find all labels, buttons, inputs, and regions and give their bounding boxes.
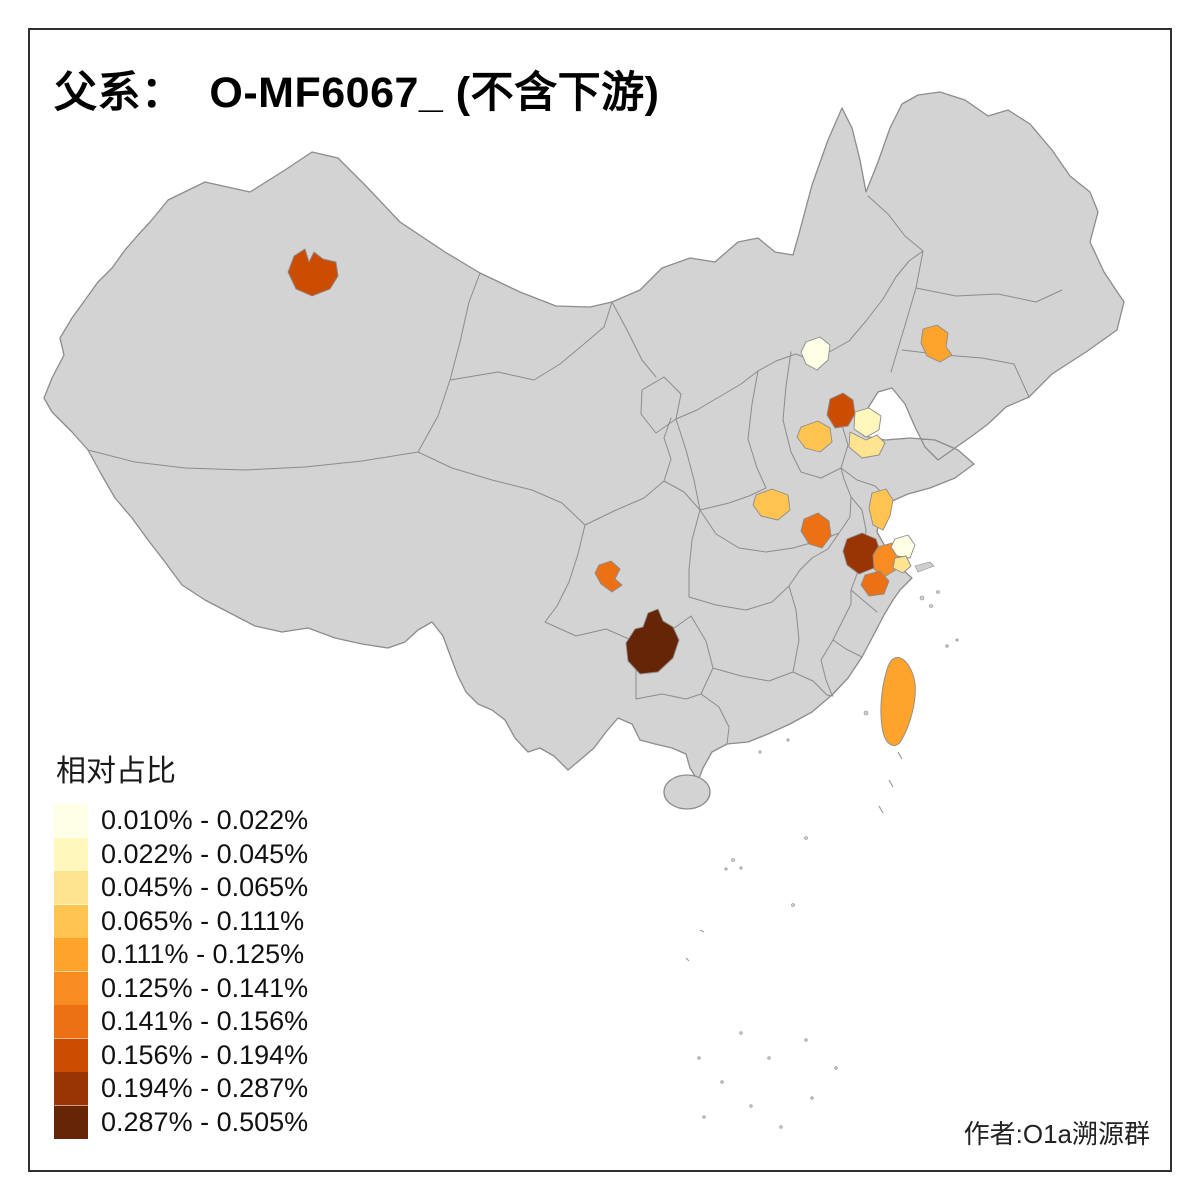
- legend-row: 0.194% - 0.287%: [54, 1072, 308, 1106]
- legend-swatch-color: [54, 1038, 88, 1072]
- legend-swatch-color: [54, 1005, 88, 1039]
- chongming-island: [914, 561, 935, 573]
- author-credit: 作者:O1a溯源群: [963, 1119, 1150, 1149]
- legend-swatch: [54, 871, 88, 905]
- offshore-islets: [685, 590, 959, 1129]
- legend-swatch: [54, 1005, 88, 1039]
- legend-label: 0.156% - 0.194%: [101, 1039, 309, 1070]
- legend-label: 0.022% - 0.045%: [101, 838, 309, 869]
- region-shanghai-yellow: [892, 555, 912, 574]
- legend: 相对占比 0.010% - 0.022% 0.022% - 0.045% 0.0…: [54, 746, 308, 1139]
- region-central-shandong: [826, 392, 856, 429]
- region-taiwan: [880, 657, 916, 746]
- legend-label: 0.045% - 0.065%: [101, 872, 309, 903]
- legend-swatch-color: [54, 938, 88, 972]
- sea-dash-marks: [685, 751, 903, 962]
- legend-label: 0.065% - 0.111%: [101, 905, 305, 936]
- legend-row: 0.156% - 0.194%: [54, 1038, 309, 1072]
- region-eastern-shandong-pale: [853, 407, 882, 438]
- region-southern-henan: [800, 512, 832, 549]
- legend-label: 0.111% - 0.125%: [101, 939, 305, 970]
- legend-swatch: [54, 971, 88, 1005]
- legend-swatch: [54, 804, 88, 838]
- legend-swatch: [54, 938, 88, 972]
- region-southern-jiangsu-cream: [890, 534, 916, 559]
- region-western-liaoning: [920, 324, 953, 363]
- legend-label: 0.194% - 0.287%: [101, 1073, 309, 1104]
- page-title: 父系： O-MF6067_ (不含下游): [54, 69, 660, 117]
- legend-swatch: [54, 904, 88, 938]
- legend-row: 0.045% - 0.065%: [54, 871, 308, 905]
- region-northwestern-henan: [752, 488, 791, 521]
- legend-swatch-color: [54, 1072, 88, 1106]
- hainan-island: [663, 774, 711, 810]
- region-beijing: [800, 336, 831, 371]
- legend-swatch: [54, 1038, 88, 1072]
- region-southern-anhui: [860, 570, 890, 597]
- legend-rows: 0.010% - 0.022% 0.022% - 0.045% 0.045% -…: [54, 804, 308, 1139]
- legend-swatch-color: [54, 804, 88, 838]
- province-borders: [87, 195, 1063, 745]
- legend-row: 0.111% - 0.125%: [54, 938, 308, 972]
- china-mainland: [43, 91, 1125, 782]
- legend-row: 0.125% - 0.141%: [54, 971, 309, 1005]
- region-sichuan-chongqing: [594, 560, 623, 593]
- legend-swatch: [54, 1072, 88, 1106]
- region-northern-jiangsu: [868, 488, 894, 531]
- legend-label: 0.287% - 0.505%: [101, 1106, 309, 1137]
- legend-swatch-color: [54, 837, 88, 871]
- legend-row: 0.141% - 0.156%: [54, 1005, 308, 1039]
- legend-label: 0.125% - 0.141%: [101, 972, 309, 1003]
- legend-row: 0.010% - 0.022%: [54, 804, 308, 838]
- legend-swatch-color: [54, 1105, 88, 1139]
- legend-swatch: [54, 837, 88, 871]
- legend-row: 0.022% - 0.045%: [54, 837, 309, 871]
- legend-row: 0.287% - 0.505%: [54, 1105, 309, 1139]
- region-western-shandong: [796, 420, 833, 453]
- legend-row: 0.065% - 0.111%: [54, 904, 308, 938]
- region-guizhou: [625, 608, 680, 675]
- legend-swatch: [54, 1105, 88, 1139]
- legend-label: 0.010% - 0.022%: [101, 805, 309, 836]
- legend-label: 0.141% - 0.156%: [101, 1006, 309, 1037]
- region-northern-xinjiang: [287, 248, 339, 297]
- region-eastern-shandong-yellow: [848, 431, 886, 459]
- legend-title: 相对占比: [56, 755, 176, 788]
- legend-swatch-color: [54, 871, 88, 905]
- legend-swatch-color: [54, 904, 88, 938]
- legend-swatch-color: [54, 971, 88, 1005]
